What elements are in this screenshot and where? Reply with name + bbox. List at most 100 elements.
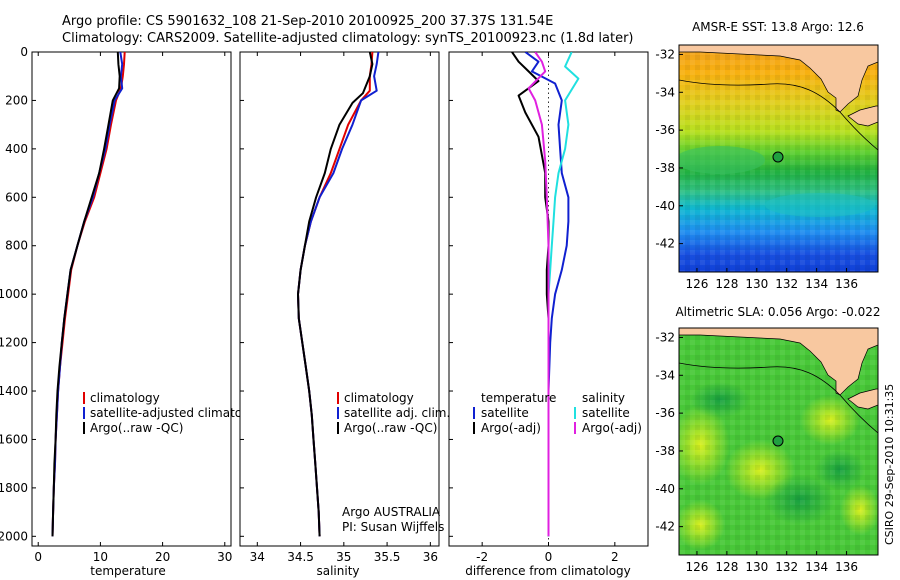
- x-tick-label: 0: [545, 550, 553, 564]
- map-y-tick-label: -38: [655, 444, 675, 458]
- x-tick-label: 36: [423, 550, 438, 564]
- pi-annotation: PI: Susan Wijffels: [342, 520, 444, 534]
- sla-map-axes: 126 128 130 132 134 136 -32 -34 -36 -38 -40 -42: [655, 330, 858, 574]
- map-y-tick-label: -42: [655, 520, 675, 534]
- difference-legend: temperature satellite Argo(-adj) salinit…: [473, 391, 642, 435]
- legend-label-temp-argo: Argo(-adj): [481, 421, 541, 435]
- map-x-tick-label: 128: [715, 560, 738, 574]
- sla-land-east: [847, 388, 878, 410]
- x-tick-label: 10: [93, 550, 108, 564]
- map-y-tick-label: -38: [655, 161, 675, 175]
- legend-title-temperature: temperature: [481, 391, 556, 405]
- map-x-tick-label: 130: [745, 277, 768, 291]
- depth-tick-label: 1800: [0, 481, 28, 495]
- depth-tick-label: 2000: [0, 529, 28, 543]
- depth-tick-label: 1600: [0, 432, 28, 446]
- depth-axis: 0 200 400 600 800 1000 1200 1400 1600 1800 2000: [0, 45, 36, 543]
- difference-series: [511, 52, 580, 537]
- x-tick-label: 20: [155, 550, 170, 564]
- x-tick-label: 30: [217, 550, 232, 564]
- legend-label-temp-satellite: satellite: [481, 406, 529, 420]
- sla-map-field: [679, 328, 878, 555]
- x-tick-label: 35: [336, 550, 351, 564]
- figure-title-line2: Climatology: CARS2009. Satellite-adjuste…: [62, 31, 634, 46]
- temperature-xlabel: temperature: [90, 564, 165, 578]
- salinity-panel: 34 34.5 35 35.5 36 salinity climatology sate…: [239, 51, 450, 578]
- sst-land-east: [847, 105, 878, 127]
- salinity-series: [297, 52, 380, 537]
- map-y-tick-label: -36: [655, 406, 675, 420]
- sla-contour-line: [679, 362, 878, 434]
- salinity-xlabel: salinity: [316, 564, 359, 578]
- legend-label-argo: Argo(..raw -QC): [344, 421, 437, 435]
- x-tick-label: -2: [476, 550, 488, 564]
- map-x-tick-label: 132: [775, 277, 798, 291]
- sst-map-frame: [678, 44, 879, 273]
- map-y-tick-label: -34: [655, 368, 675, 382]
- map-x-tick-label: 126: [686, 277, 709, 291]
- depth-tick-label: 1200: [0, 336, 28, 350]
- map-y-tick-label: -42: [655, 237, 675, 251]
- map-x-tick-label: 136: [835, 560, 858, 574]
- sla-land-mainland: [679, 328, 878, 396]
- legend-label-satellite: satellite adj. clim.: [344, 406, 450, 420]
- depth-tick-label: 800: [5, 239, 28, 253]
- temperature-legend: climatology satellite-adjusted climatolo…: [83, 391, 268, 435]
- legend-title-salinity: salinity: [582, 391, 625, 405]
- depth-tick-label: 200: [5, 93, 28, 107]
- sla-map-panel: Altimetric SLA: 0.056 Argo: -0.022: [655, 305, 880, 574]
- sla-float-marker: [772, 435, 784, 447]
- depth-tick-label: 1000: [0, 287, 28, 301]
- salinity-legend: climatology satellite adj. clim. Argo(..…: [337, 391, 450, 435]
- sst-map-title: AMSR-E SST: 13.8 Argo: 12.6: [692, 20, 864, 34]
- sst-contour-line: [679, 79, 878, 151]
- sst-map-field: [679, 45, 878, 272]
- map-y-tick-label: -36: [655, 123, 675, 137]
- depth-tick-label: 0: [20, 45, 28, 59]
- series-line-argo-raw-qc: [51, 52, 121, 537]
- map-y-tick-label: -40: [655, 199, 675, 213]
- legend-label-sal-argo: Argo(-adj): [582, 421, 642, 435]
- temperature-axes-frame: [31, 51, 232, 547]
- sst-land-mainland: [679, 45, 878, 113]
- sst-map-panel: AMSR-E SST: 13.8 Argo: 12.6: [655, 20, 879, 291]
- x-tick-label: 0: [34, 550, 42, 564]
- temperature-series: [51, 52, 126, 537]
- credit-timestamp: CSIRO 29-Sep-2010 10:31:35: [883, 384, 896, 545]
- series-line-argo-raw-qc: [297, 52, 374, 537]
- map-y-tick-label: -32: [655, 330, 675, 344]
- x-tick-label: 2: [611, 550, 619, 564]
- series-line-salinity-argo-adj: [527, 52, 550, 537]
- legend-label-climatology: climatology: [344, 391, 414, 405]
- depth-tick-label: 400: [5, 142, 28, 156]
- salinity-axes-frame: [239, 51, 440, 547]
- depth-tick-label: 600: [5, 190, 28, 204]
- legend-label-satellite: satellite-adjusted climatology: [90, 406, 268, 420]
- x-tick-label: 34: [250, 550, 265, 564]
- legend-label-sal-satellite: satellite: [582, 406, 630, 420]
- argo-program-annotation: Argo AUSTRALIA: [342, 505, 441, 519]
- temperature-x-axis: 0 10 20 30: [34, 52, 232, 564]
- map-x-tick-label: 134: [805, 277, 828, 291]
- sla-map-frame: [678, 327, 879, 556]
- map-y-tick-label: -40: [655, 482, 675, 496]
- sst-map-axes: 126 128 130 132 134 136 -32 -34 -36 -38 -40 -42: [655, 47, 858, 291]
- map-x-tick-label: 134: [805, 560, 828, 574]
- legend-label-argo: Argo(..raw -QC): [90, 421, 183, 435]
- difference-xlabel: difference from climatology: [465, 564, 631, 578]
- x-tick-label: 35.5: [374, 550, 401, 564]
- map-y-tick-label: -32: [655, 47, 675, 61]
- figure-title-line1: Argo profile: CS 5901632_108 21-Sep-2010…: [62, 14, 553, 29]
- map-y-tick-label: -34: [655, 85, 675, 99]
- sla-map-title: Altimetric SLA: 0.056 Argo: -0.022: [675, 305, 880, 319]
- sst-float-marker: [772, 151, 784, 163]
- map-x-tick-label: 128: [715, 277, 738, 291]
- map-x-tick-label: 136: [835, 277, 858, 291]
- salinity-x-axis: 34 34.5 35 35.5 36: [240, 51, 438, 564]
- map-x-tick-label: 130: [745, 560, 768, 574]
- map-x-tick-label: 132: [775, 560, 798, 574]
- depth-tick-label: 1400: [0, 384, 28, 398]
- legend-label-climatology: climatology: [90, 391, 160, 405]
- temperature-panel: 0 200 400 600 800 1000 1200 1400 1600 1800 2000 0 1…: [0, 45, 268, 578]
